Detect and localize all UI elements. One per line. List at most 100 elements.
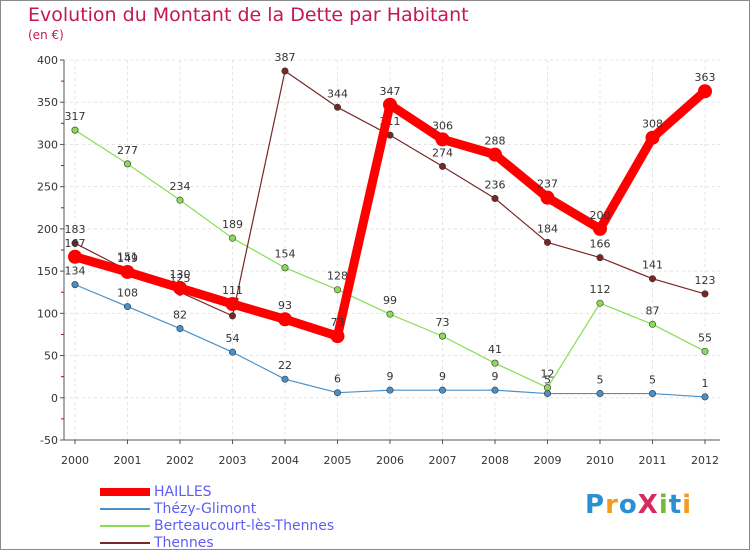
data-point-thezy-glimont [491, 386, 499, 394]
data-label-thennes: 236 [485, 178, 506, 191]
data-label-thennes: 141 [642, 259, 663, 272]
legend-label-berteaucourt: Berteaucourt-lès-Thennes [154, 518, 335, 534]
data-point-berteaucourt-les-thennes [176, 196, 184, 204]
y-tick-label: 200 [37, 223, 58, 236]
data-point-hailles [698, 84, 712, 99]
data-point-hailles [173, 281, 187, 295]
data-point-thennes [333, 103, 341, 111]
legend-label-thezy-glimont: Thézy-Glimont [154, 501, 257, 517]
data-label-thezy-glimont: 108 [117, 287, 138, 300]
data-label-hailles: 149 [117, 252, 138, 265]
y-tick-label: 150 [37, 265, 58, 278]
data-point-hailles [540, 190, 555, 205]
logo-letter: o [618, 490, 638, 520]
data-label-berteaucourt-les-thennes: 317 [65, 110, 86, 123]
data-point-thezy-glimont [438, 386, 446, 394]
data-label-berteaucourt-les-thennes: 154 [275, 248, 296, 261]
data-label-thezy-glimont: 5 [544, 374, 551, 387]
data-point-berteaucourt-les-thennes [701, 347, 709, 355]
x-tick-label: 2005 [324, 454, 352, 467]
data-label-hailles: 93 [278, 299, 292, 312]
y-tick-label: 400 [37, 54, 58, 67]
data-label-hailles: 347 [380, 85, 401, 98]
data-point-thezy-glimont [71, 281, 79, 289]
logo-letter: t [668, 490, 683, 520]
data-point-thezy-glimont [596, 390, 604, 398]
y-tick-label: 0 [51, 392, 58, 405]
data-label-thezy-glimont: 9 [492, 370, 499, 383]
chart-y-unit: (en €) [28, 28, 64, 42]
data-point-berteaucourt-les-thennes [71, 126, 79, 134]
data-label-thezy-glimont: 5 [649, 374, 656, 387]
x-tick-label: 2007 [429, 454, 457, 467]
data-point-hailles [593, 221, 607, 236]
data-label-hailles: 73 [331, 316, 345, 329]
data-label-berteaucourt-les-thennes: 12 [541, 368, 555, 381]
x-tick-label: 2001 [114, 454, 142, 467]
data-point-hailles [278, 312, 292, 327]
y-tick-label: 50 [44, 350, 58, 363]
data-label-thezy-glimont: 54 [226, 332, 240, 345]
x-tick-label: 2011 [639, 454, 667, 467]
data-label-hailles: 288 [485, 135, 506, 148]
data-label-hailles: 308 [642, 118, 663, 131]
data-point-hailles [488, 147, 502, 162]
data-point-hailles [645, 130, 660, 145]
data-point-thennes [701, 290, 709, 298]
data-label-hailles: 130 [170, 268, 191, 281]
data-point-thezy-glimont [124, 303, 132, 311]
x-tick-label: 2009 [534, 454, 562, 467]
data-label-thezy-glimont: 1 [702, 377, 709, 390]
proxiti-logo: ProXiti [585, 490, 692, 520]
data-point-berteaucourt-les-thennes [229, 234, 237, 242]
y-tick-label: 250 [37, 181, 58, 194]
data-label-berteaucourt-les-thennes: 112 [590, 283, 611, 296]
data-label-berteaucourt-les-thennes: 55 [698, 331, 712, 344]
data-point-thezy-glimont [701, 393, 709, 401]
data-point-thennes [229, 312, 237, 320]
legend-swatch-berteaucourt [100, 525, 150, 527]
data-label-berteaucourt-les-thennes: 99 [383, 294, 397, 307]
data-point-hailles [225, 297, 240, 312]
data-label-thezy-glimont: 82 [173, 309, 187, 322]
data-point-thezy-glimont [281, 375, 289, 383]
chart-title: Evolution du Montant de la Dette par Hab… [28, 4, 469, 26]
data-point-hailles [68, 249, 82, 264]
data-point-thezy-glimont [229, 348, 237, 356]
x-tick-label: 2012 [691, 454, 719, 467]
data-label-berteaucourt-les-thennes: 87 [646, 304, 660, 317]
logo-letter: P [585, 490, 606, 520]
x-tick-label: 2008 [481, 454, 509, 467]
data-point-thennes [648, 275, 656, 283]
data-point-berteaucourt-les-thennes [124, 160, 132, 168]
x-tick-label: 2003 [219, 454, 247, 467]
data-point-berteaucourt-les-thennes [543, 384, 551, 392]
data-label-thennes: 151 [117, 250, 138, 263]
data-point-thezy-glimont [648, 390, 656, 398]
data-point-hailles [330, 329, 345, 344]
x-tick-label: 2000 [61, 454, 89, 467]
data-label-hailles: 167 [65, 237, 86, 250]
data-label-berteaucourt-les-thennes: 41 [488, 343, 502, 356]
data-label-thezy-glimont: 6 [334, 373, 341, 386]
data-label-thezy-glimont: 9 [387, 370, 394, 383]
y-tick-label: 350 [37, 96, 58, 109]
data-point-thennes [491, 194, 499, 202]
data-label-thennes: 166 [590, 238, 611, 251]
data-label-hailles: 306 [432, 119, 453, 132]
data-point-berteaucourt-les-thennes [333, 286, 341, 294]
data-label-thennes: 344 [327, 87, 348, 100]
data-label-berteaucourt-les-thennes: 73 [436, 316, 450, 329]
data-point-thezy-glimont [176, 325, 184, 333]
data-point-berteaucourt-les-thennes [596, 299, 604, 307]
data-label-berteaucourt-les-thennes: 189 [222, 218, 243, 231]
data-label-hailles: 237 [537, 178, 558, 191]
x-tick-label: 2006 [376, 454, 404, 467]
logo-letter: i [658, 490, 669, 520]
data-point-berteaucourt-les-thennes [491, 359, 499, 367]
data-point-hailles [435, 132, 450, 147]
data-label-hailles: 363 [695, 71, 716, 84]
data-point-thennes [71, 239, 79, 247]
data-point-hailles [120, 264, 135, 279]
